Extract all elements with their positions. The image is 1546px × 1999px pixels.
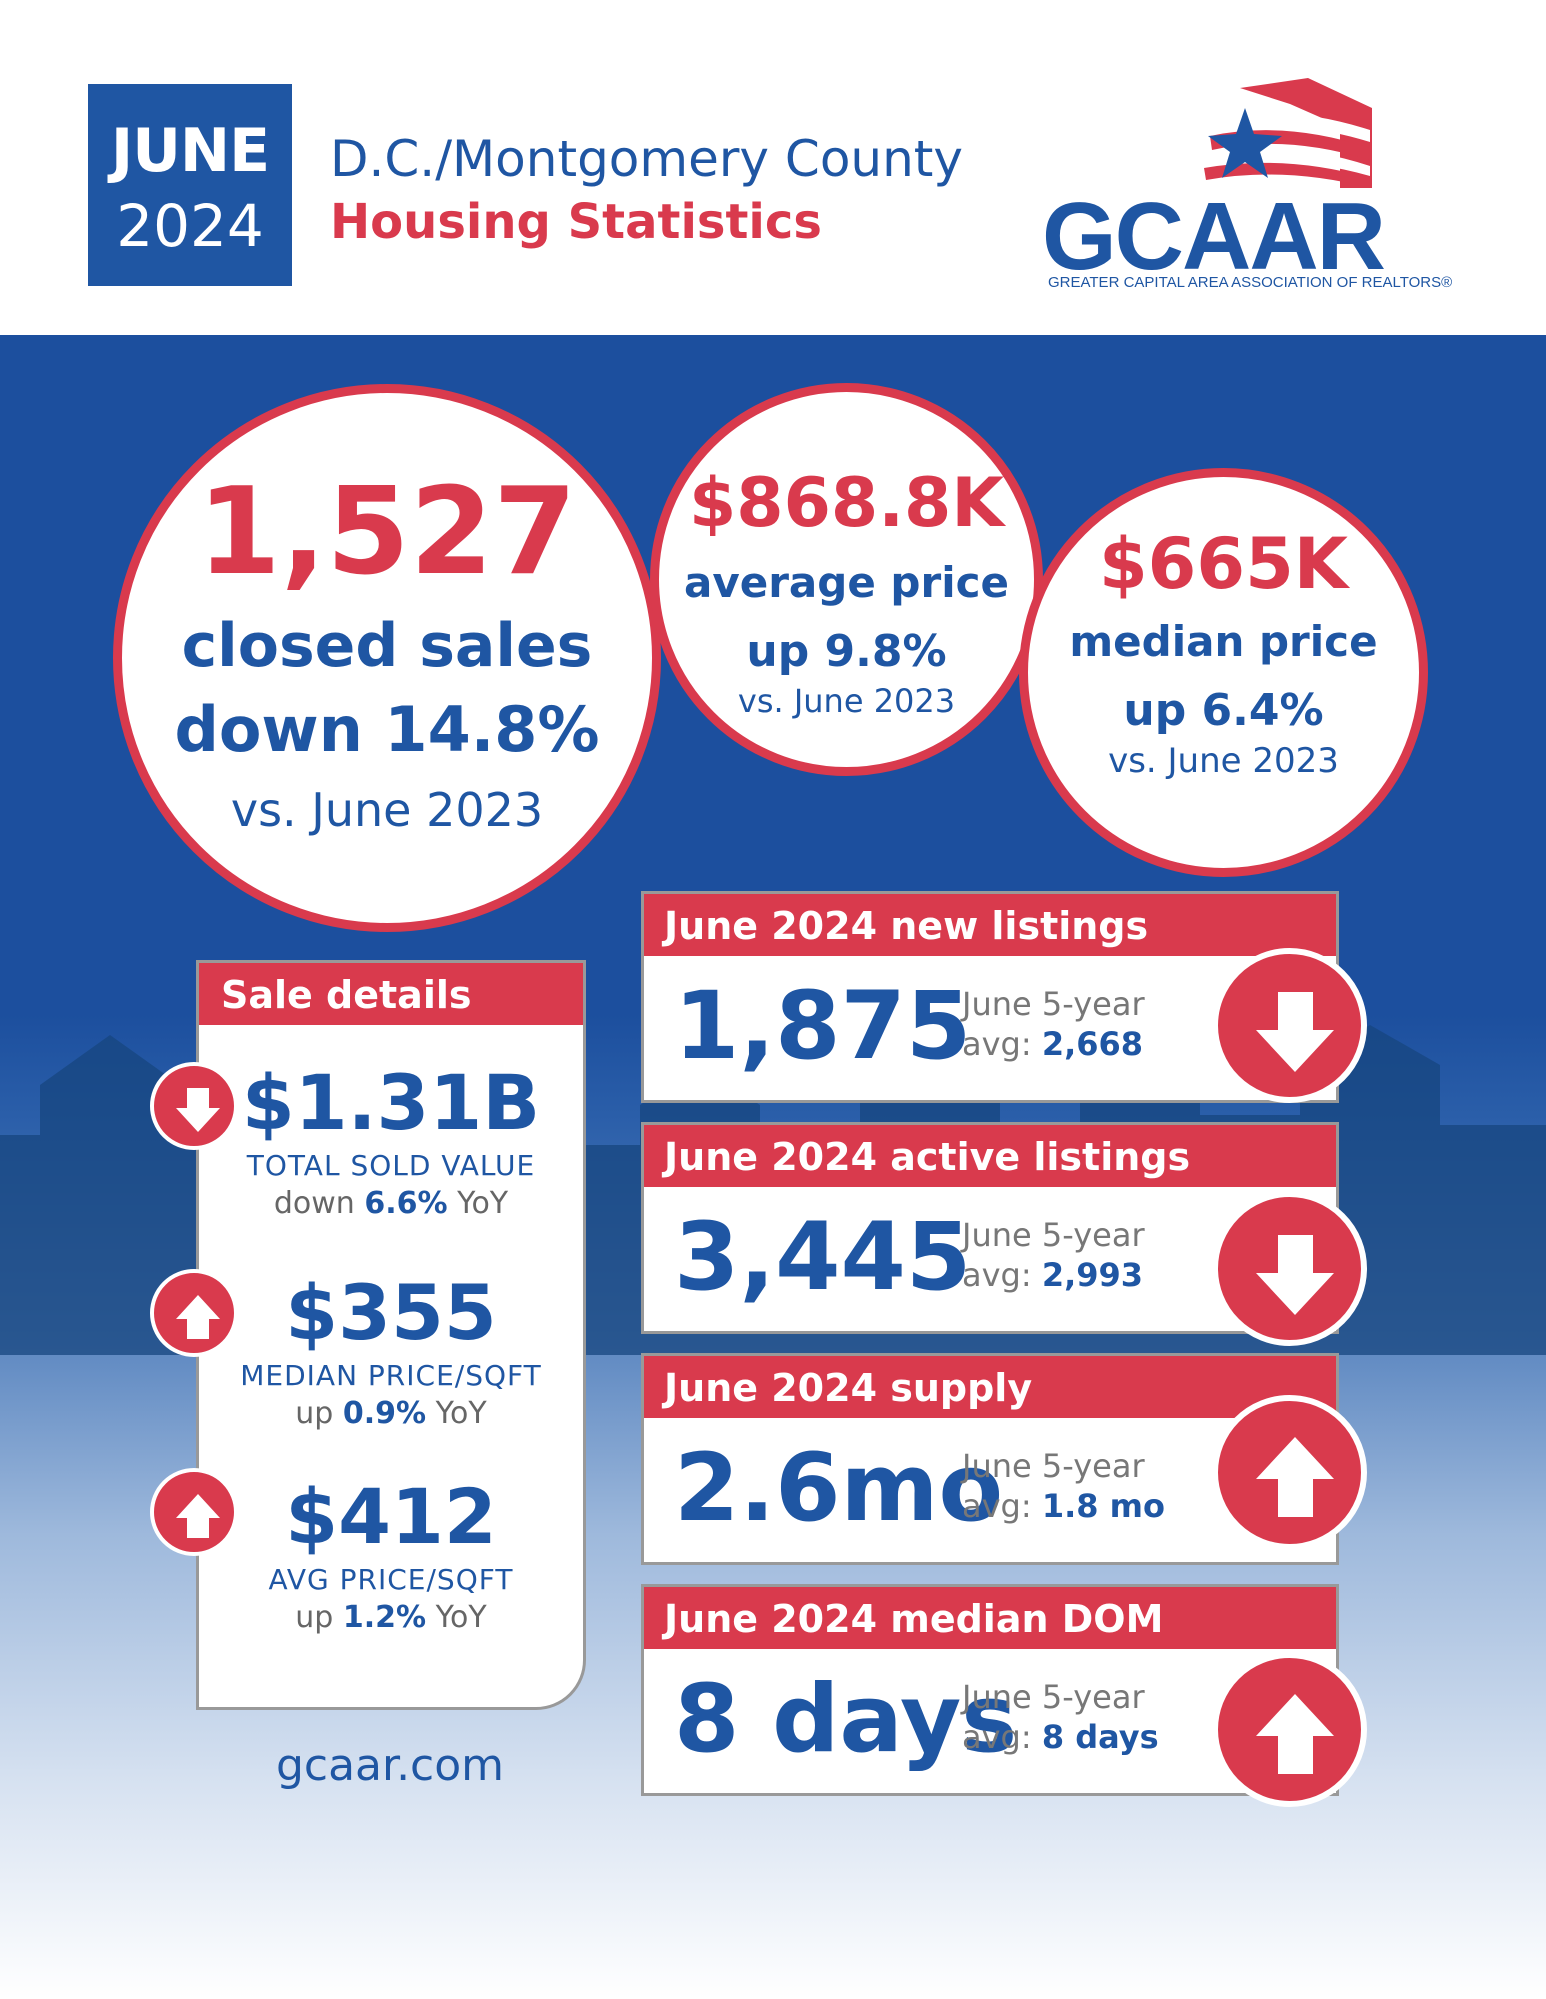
card-value: 8 days (674, 1665, 1018, 1774)
median-price-value: $665K (1098, 523, 1349, 605)
up-arrow-icon (150, 1269, 238, 1357)
average-price-label: average price (684, 558, 1009, 607)
average-price-compare: vs. June 2023 (737, 682, 956, 720)
sale-detail-value: $1.31B (241, 1058, 541, 1147)
sale-details-panel: Sale details $1.31B TOTAL SOLD VALUE dow… (196, 960, 586, 1710)
up-arrow-icon (1212, 1395, 1367, 1550)
card-title: June 2024 supply (664, 1366, 1033, 1410)
card-value: 3,445 (674, 1203, 972, 1312)
region-title: D.C./Montgomery County (330, 130, 963, 188)
down-arrow-icon (150, 1062, 238, 1150)
card-value: 1,875 (674, 972, 972, 1081)
house-flag-logo-icon (1204, 78, 1372, 188)
date-year: 2024 (116, 192, 264, 260)
card-title: June 2024 active listings (664, 1135, 1191, 1179)
website-link[interactable]: gcaar.com (275, 1740, 505, 1791)
average-price-change: up 9.8% (746, 626, 947, 677)
sale-detail-item: $1.31B TOTAL SOLD VALUE down 6.6% YoY (199, 1058, 583, 1222)
stat-card-new-listings: June 2024 new listings 1,875 June 5-year… (641, 891, 1339, 1103)
down-arrow-icon (1212, 948, 1367, 1103)
average-price-value: $868.8K (688, 464, 1005, 543)
card-value: 2.6mo (674, 1434, 1004, 1543)
gcaar-logo: GCAAR GREATER CAPITAL AREA ASSOCIATION O… (1040, 78, 1480, 298)
sale-detail-item: $355 MEDIAN PRICE/SQFT up 0.9% YoY (199, 1268, 583, 1432)
header: JUNE 2024 D.C./Montgomery County Housing… (0, 0, 1546, 335)
median-price-label: median price (1069, 617, 1378, 666)
closed-sales-circle: 1,527 closed sales down 14.8% vs. June 2… (113, 384, 661, 932)
card-average: June 5-year avg: 2,993 (962, 1216, 1145, 1294)
card-header: June 2024 active listings (644, 1125, 1336, 1187)
average-price-circle: $868.8K average price up 9.8% vs. June 2… (650, 383, 1043, 776)
sale-detail-item: $412 AVG PRICE/SQFT up 1.2% YoY (199, 1472, 583, 1636)
sale-details-title: Sale details (221, 973, 472, 1017)
page-subtitle: Housing Statistics (330, 194, 822, 250)
sale-detail-label: MEDIAN PRICE/SQFT (240, 1359, 542, 1392)
up-arrow-icon (1212, 1652, 1367, 1807)
logo-tagline: GREATER CAPITAL AREA ASSOCIATION OF REAL… (1048, 274, 1453, 291)
card-header: June 2024 median DOM (644, 1587, 1336, 1649)
closed-sales-label: closed sales (181, 611, 593, 681)
card-title: June 2024 new listings (664, 904, 1149, 948)
sale-detail-value: $355 (285, 1268, 497, 1357)
closed-sales-compare: vs. June 2023 (230, 783, 544, 837)
logo-wordmark: GCAAR (1042, 183, 1386, 290)
median-price-circle: $665K median price up 6.4% vs. June 2023 (1019, 468, 1428, 877)
down-arrow-icon (1212, 1191, 1367, 1346)
sale-details-header: Sale details (199, 963, 583, 1025)
card-header: June 2024 supply (644, 1356, 1336, 1418)
card-average: June 5-year avg: 2,668 (962, 985, 1145, 1063)
sale-detail-label: TOTAL SOLD VALUE (246, 1149, 536, 1182)
up-arrow-icon (150, 1468, 238, 1556)
sale-detail-label: AVG PRICE/SQFT (268, 1563, 514, 1596)
date-badge: JUNE 2024 (88, 84, 292, 286)
card-title: June 2024 median DOM (664, 1597, 1164, 1641)
sale-detail-change: down 6.6% YoY (273, 1186, 509, 1221)
card-average: June 5-year avg: 8 days (962, 1678, 1159, 1756)
sale-detail-value: $412 (285, 1472, 497, 1561)
card-average: June 5-year avg: 1.8 mo (962, 1447, 1165, 1525)
closed-sales-change: down 14.8% (174, 693, 600, 766)
median-price-change: up 6.4% (1123, 685, 1324, 736)
card-header: June 2024 new listings (644, 894, 1336, 956)
date-month: JUNE (110, 116, 270, 186)
closed-sales-value: 1,527 (197, 463, 577, 602)
sale-detail-change: up 1.2% YoY (295, 1600, 487, 1635)
median-price-compare: vs. June 2023 (1108, 741, 1339, 781)
sale-detail-change: up 0.9% YoY (295, 1396, 487, 1431)
